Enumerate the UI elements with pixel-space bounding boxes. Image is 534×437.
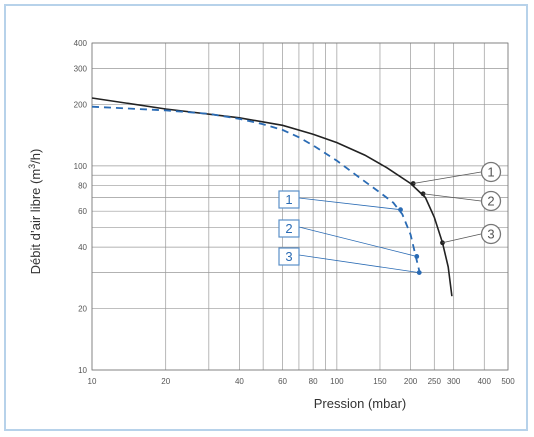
y-tick-label: 20 [78, 305, 87, 314]
circle-callout [480, 161, 502, 183]
dashed-curve [91, 105, 421, 273]
square-callout [278, 247, 300, 266]
solid-curve [91, 97, 453, 297]
plot-border [91, 42, 509, 371]
x-tick-label: 500 [501, 377, 515, 386]
circle-callout-label: 3 [487, 227, 494, 242]
circle-callout-label: 2 [487, 194, 494, 209]
circle-callout [480, 190, 502, 212]
square-callout [278, 190, 300, 209]
circle-callout-leader [413, 171, 482, 184]
y-tick-label: 200 [74, 100, 88, 109]
y-tick-label: 60 [78, 207, 87, 216]
x-tick-label: 80 [309, 377, 318, 386]
square-callout [278, 219, 300, 238]
square-callout-label: 3 [285, 249, 292, 264]
y-axis-label-end: /h) [28, 149, 43, 164]
circle-callout-leader [442, 233, 482, 244]
grid-layer [91, 42, 509, 371]
y-tick-label: 300 [74, 65, 88, 74]
square-callout-leader [298, 254, 420, 274]
x-axis-label: Pression (mbar) [314, 396, 406, 411]
series-layer [91, 97, 453, 297]
y-axis-label-main: Débit d’air libre (m [28, 169, 43, 274]
tick-layer: 10 20 40 60 80 100 150 200 250 300 400 500 10 20 40 60 8… [74, 39, 516, 386]
y-axis-label-superscript: 3 [27, 164, 37, 169]
y-tick-label: 100 [74, 162, 88, 171]
y-tick-label: 10 [78, 366, 87, 375]
x-tick-label: 300 [447, 377, 461, 386]
y-tick-label: 80 [78, 182, 87, 191]
square-callout-leader [298, 226, 417, 257]
x-tick-label: 20 [161, 377, 170, 386]
x-tick-label: 10 [88, 377, 97, 386]
x-tick-label: 200 [404, 377, 418, 386]
x-tick-label: 100 [330, 377, 344, 386]
x-tick-label: 60 [278, 377, 287, 386]
circle-callout-leader [423, 193, 482, 202]
y-tick-label: 40 [78, 243, 87, 252]
chart-frame [4, 4, 528, 431]
x-tick-label: 250 [428, 377, 442, 386]
square-callout-label: 2 [285, 221, 292, 236]
circle-callout [480, 223, 502, 245]
callout-layer: 1 2 3 1 2 3 [278, 161, 502, 274]
y-axis-label: Débit d’air libre (m3/h) [27, 149, 43, 275]
circle-callout-label: 1 [487, 165, 494, 180]
square-callout-leader [298, 197, 401, 211]
y-tick-label: 400 [74, 39, 88, 48]
x-tick-label: 40 [235, 377, 244, 386]
square-callout-label: 1 [285, 192, 292, 207]
x-tick-label: 400 [478, 377, 492, 386]
solid-marker [440, 240, 445, 246]
x-tick-label: 150 [373, 377, 387, 386]
